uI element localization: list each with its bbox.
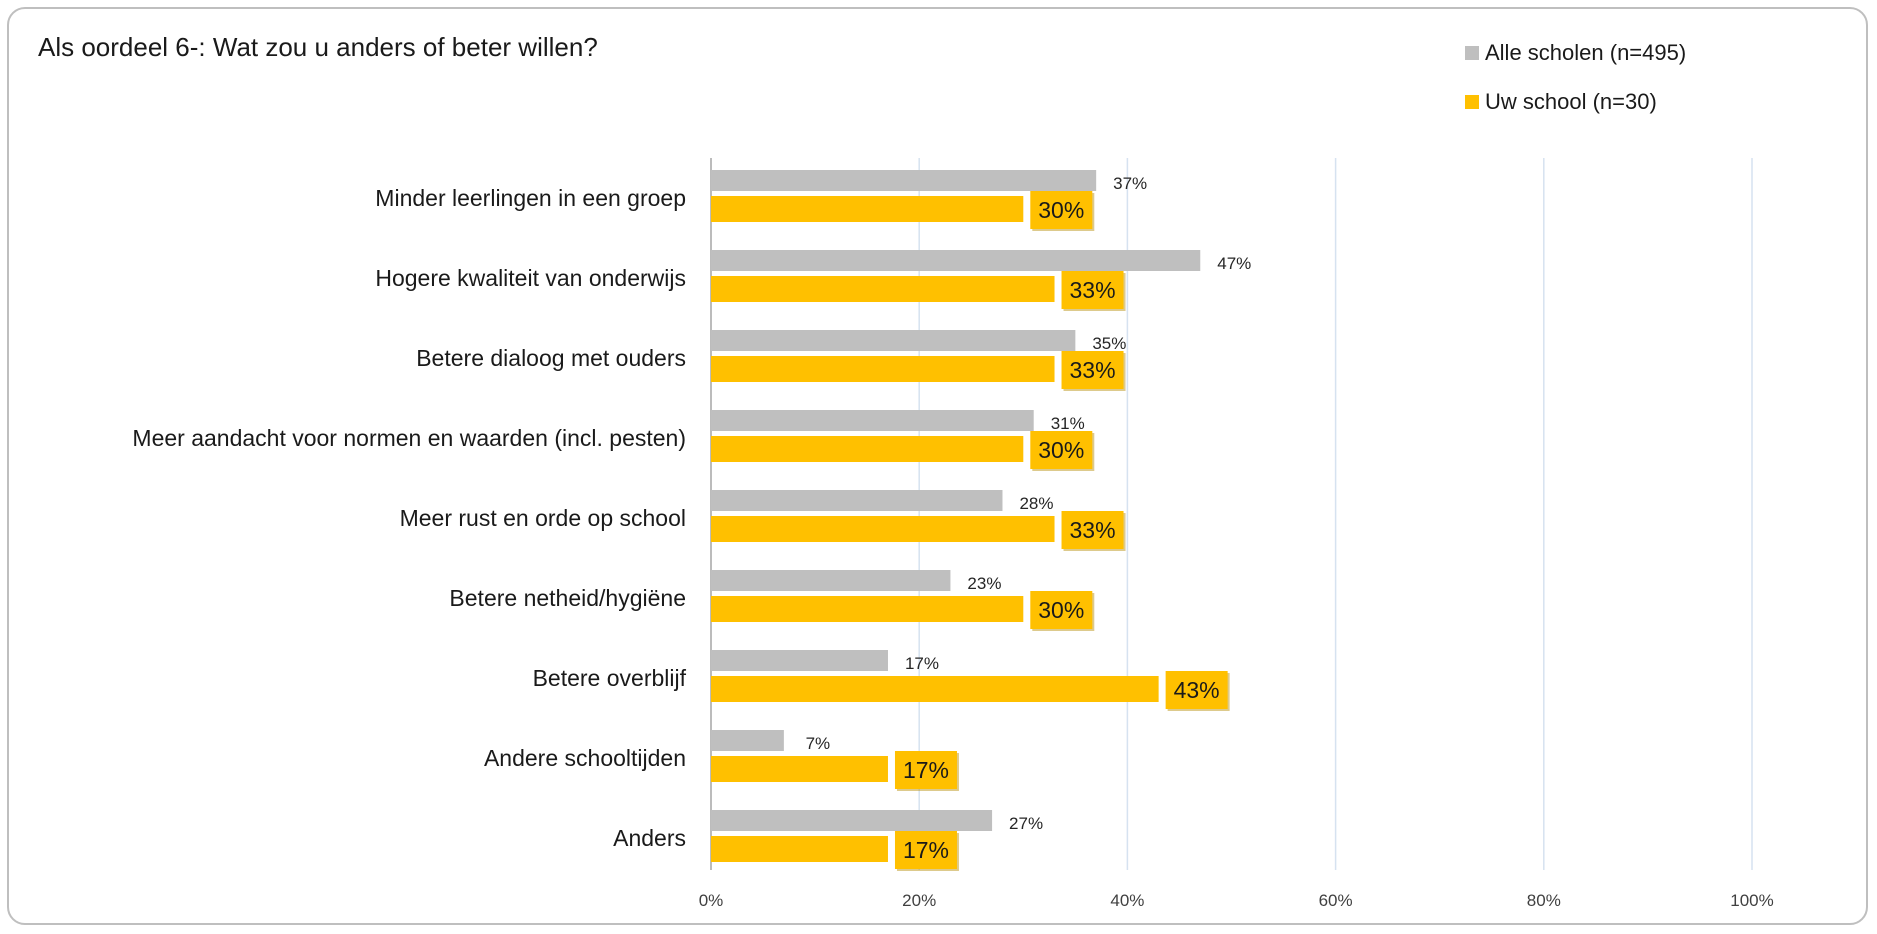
category-label: Andere schooltijden (484, 745, 686, 771)
data-label-all-schools: 37% (1113, 174, 1147, 193)
bar-all-schools (711, 490, 1003, 511)
data-label-your-school: 33% (1070, 517, 1116, 543)
bar-your-school (711, 356, 1055, 382)
legend-swatch-all-schools (1465, 46, 1479, 60)
x-tick-label: 80% (1527, 891, 1561, 910)
data-label-box-your-school (1030, 591, 1093, 629)
data-label-your-school: 30% (1038, 437, 1084, 463)
legend: Alle scholen (n=495) Uw school (n=30) (1465, 38, 1686, 136)
data-label-all-schools: 31% (1051, 414, 1085, 433)
data-label-box-your-school (1061, 511, 1124, 549)
bar-all-schools (711, 730, 784, 751)
category-label: Betere overblijf (533, 665, 687, 691)
bar-your-school (711, 756, 888, 782)
data-label-box-your-school (1061, 271, 1124, 309)
bar-your-school (711, 276, 1055, 302)
bar-all-schools (711, 650, 888, 671)
bar-your-school (711, 436, 1024, 462)
data-label-all-schools: 7% (806, 734, 831, 753)
data-label-box-your-school (1165, 671, 1228, 709)
bar-all-schools (711, 570, 951, 591)
legend-item-all-schools: Alle scholen (n=495) (1465, 38, 1686, 68)
x-tick-label: 40% (1110, 891, 1144, 910)
bar-all-schools (711, 810, 993, 831)
data-label-your-school: 33% (1070, 277, 1116, 303)
bar-all-schools (711, 250, 1201, 271)
chart-title: Als oordeel 6-: Wat zou u anders of bete… (38, 32, 598, 62)
data-label-all-schools: 27% (1009, 814, 1043, 833)
bar-your-school (711, 836, 888, 862)
legend-label-all-schools: Alle scholen (n=495) (1485, 40, 1687, 65)
x-tick-label: 100% (1730, 891, 1773, 910)
bar-all-schools (711, 170, 1097, 191)
data-label-box-your-school (1030, 191, 1093, 229)
category-label: Minder leerlingen in een groep (375, 185, 686, 211)
bar-your-school (711, 596, 1024, 622)
bar-all-schools (711, 330, 1076, 351)
data-label-your-school: 30% (1038, 597, 1084, 623)
bar-all-schools (711, 410, 1034, 431)
bar-your-school (711, 676, 1159, 702)
data-label-all-schools: 47% (1217, 254, 1251, 273)
data-label-all-schools: 35% (1092, 334, 1126, 353)
data-label-all-schools: 17% (905, 654, 939, 673)
category-label: Meer rust en orde op school (400, 505, 686, 531)
data-label-your-school: 30% (1038, 197, 1084, 223)
data-label-box-your-school (894, 831, 957, 869)
category-label: Anders (613, 825, 686, 851)
data-label-all-schools: 28% (1019, 494, 1053, 513)
category-label: Meer aandacht voor normen en waarden (in… (132, 425, 686, 451)
data-label-your-school: 33% (1070, 357, 1116, 383)
x-tick-label: 60% (1319, 891, 1353, 910)
legend-item-your-school: Uw school (n=30) (1465, 87, 1686, 117)
bar-your-school (711, 516, 1055, 542)
data-label-box-your-school (1030, 431, 1093, 469)
legend-label-your-school: Uw school (n=30) (1485, 89, 1657, 114)
data-label-box-your-school (1061, 351, 1124, 389)
data-label-all-schools: 23% (967, 574, 1001, 593)
data-label-your-school: 17% (903, 757, 949, 783)
category-label: Hogere kwaliteit van onderwijs (375, 265, 686, 291)
data-label-your-school: 17% (903, 837, 949, 863)
data-label-box-your-school (894, 751, 957, 789)
category-label: Betere dialoog met ouders (416, 345, 686, 371)
data-label-your-school: 43% (1174, 677, 1220, 703)
x-tick-label: 0% (699, 891, 724, 910)
bar-your-school (711, 196, 1024, 222)
category-label: Betere netheid/hygiëne (449, 585, 686, 611)
x-tick-label: 20% (902, 891, 936, 910)
legend-swatch-your-school (1465, 95, 1479, 109)
